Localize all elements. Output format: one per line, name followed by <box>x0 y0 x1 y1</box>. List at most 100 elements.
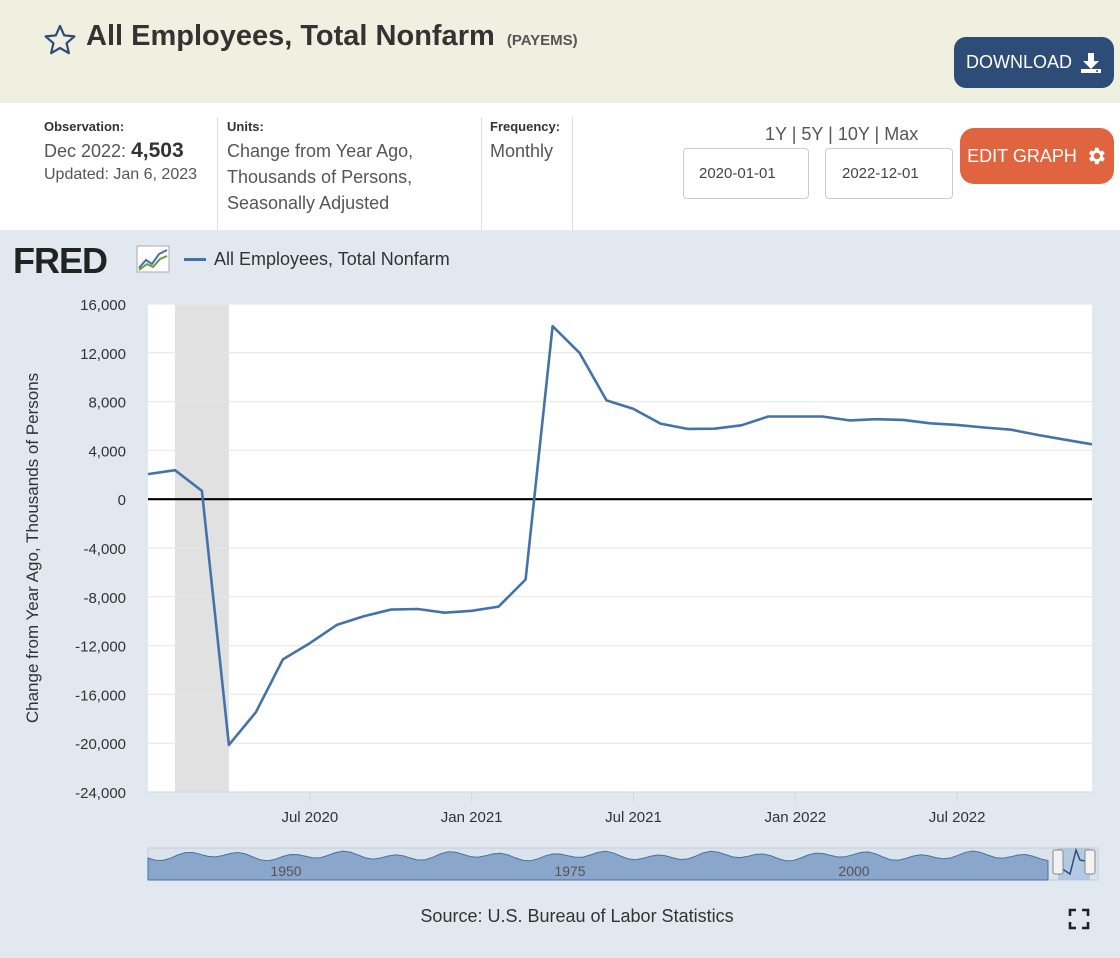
data-point[interactable] <box>307 641 312 646</box>
edit-graph-button[interactable]: EDIT GRAPH <box>960 128 1114 184</box>
data-point[interactable] <box>280 657 285 662</box>
range-5y-link[interactable]: 5Y <box>801 124 824 144</box>
x-tick-label: Jan 2021 <box>441 809 503 826</box>
data-point[interactable] <box>1009 427 1014 432</box>
data-point[interactable] <box>712 426 717 431</box>
data-point[interactable] <box>604 398 609 403</box>
svg-text:FRED: FRED <box>13 242 107 278</box>
y-tick-label: 8,000 <box>88 395 126 412</box>
chart-legend: All Employees, Total Nonfarm <box>184 249 450 270</box>
range-max-link[interactable]: Max <box>884 124 919 144</box>
data-point[interactable] <box>172 468 177 473</box>
data-point[interactable] <box>955 422 960 427</box>
data-point[interactable] <box>820 414 825 419</box>
data-point[interactable] <box>658 421 663 426</box>
data-point[interactable] <box>901 417 906 422</box>
data-point[interactable] <box>146 472 151 477</box>
x-tick-label: Jul 2022 <box>929 809 986 826</box>
observation-value: 4,503 <box>131 139 184 162</box>
units-label: Units: <box>227 119 264 134</box>
data-point[interactable] <box>199 488 204 493</box>
range-1y-link[interactable]: 1Y <box>765 124 787 144</box>
data-point[interactable] <box>793 414 798 419</box>
chart-source: Source: U.S. Bureau of Labor Statistics <box>420 906 734 926</box>
units-line: Change from Year Ago, <box>227 141 414 161</box>
data-point[interactable] <box>685 426 690 431</box>
data-point[interactable] <box>928 421 933 426</box>
navigator-handle[interactable] <box>1084 849 1096 875</box>
data-point[interactable] <box>469 608 474 613</box>
graph-panel: FRED All Employees, Total Nonfarm 16,000… <box>0 230 1120 958</box>
data-point[interactable] <box>496 604 501 609</box>
navigator-label: 1950 <box>270 863 301 879</box>
observation-date: Dec 2022: <box>44 141 127 161</box>
end-date-input[interactable]: 2022-12-01 <box>825 148 953 199</box>
data-point[interactable] <box>388 607 393 612</box>
y-tick-label: 16,000 <box>80 297 126 314</box>
data-point[interactable] <box>874 417 879 422</box>
data-point[interactable] <box>253 710 258 715</box>
download-icon <box>1081 52 1101 73</box>
y-axis-title: Change from Year Ago, Thousands of Perso… <box>23 373 42 723</box>
meta-divider <box>217 117 218 230</box>
observation-value-line: Dec 2022: 4,503 <box>44 138 197 164</box>
updated-date: Updated: Jan 6, 2023 <box>44 166 198 183</box>
line-chart[interactable]: 16,000 12,000 8,000 4,000 0 -4,000 -8,000 -12,0… <box>0 230 1120 890</box>
data-point[interactable] <box>523 577 528 582</box>
data-point[interactable] <box>415 607 420 612</box>
navigator-series <box>147 850 1049 881</box>
y-tick-label: 4,000 <box>88 443 126 460</box>
navigator-handle[interactable] <box>1052 849 1064 875</box>
fred-logo: FRED <box>13 240 173 283</box>
legend-label: All Employees, Total Nonfarm <box>214 249 450 269</box>
data-point[interactable] <box>739 423 744 428</box>
meta-divider <box>481 117 482 230</box>
x-tick-label: Jul 2020 <box>281 809 338 826</box>
edit-graph-label: EDIT GRAPH <box>967 145 1077 166</box>
legend-swatch <box>184 258 206 261</box>
units-line: Seasonally Adjusted <box>227 193 390 213</box>
observation-label: Observation: <box>44 119 125 134</box>
range-10y-link[interactable]: 10Y <box>837 124 870 144</box>
fullscreen-icon[interactable] <box>1068 908 1090 930</box>
gear-icon <box>1088 147 1105 165</box>
units-line: Thousands of Persons, <box>227 167 413 187</box>
data-point[interactable] <box>334 622 339 627</box>
frequency-label: Frequency: <box>490 119 561 134</box>
navigator-label: 1975 <box>554 863 585 879</box>
y-tick-label: -20,000 <box>75 736 126 753</box>
data-point[interactable] <box>577 350 582 355</box>
data-point[interactable] <box>550 324 555 329</box>
data-point[interactable] <box>1063 437 1068 442</box>
range-selector: 1Y | 5Y | 10Y | Max <box>765 124 919 144</box>
page-header: All Employees, Total Nonfarm (PAYEMS) DO… <box>0 0 1120 103</box>
navigator-label: 2000 <box>838 863 869 879</box>
data-point[interactable] <box>631 406 636 411</box>
start-date-input[interactable]: 2020-01-01 <box>683 148 809 199</box>
navigator-selection-line <box>1057 847 1091 876</box>
series-line[interactable] <box>147 324 1093 747</box>
data-point[interactable] <box>1036 433 1041 438</box>
series-title: All Employees, Total Nonfarm <box>86 20 495 52</box>
page-title: All Employees, Total Nonfarm (PAYEMS) <box>86 20 578 53</box>
y-tick-label: -8,000 <box>83 590 126 607</box>
y-tick-label: 12,000 <box>80 346 126 363</box>
series-id: (PAYEMS) <box>506 32 578 49</box>
y-tick-label: -24,000 <box>75 785 126 802</box>
y-tick-label: 0 <box>118 492 126 509</box>
data-point[interactable] <box>982 425 987 430</box>
x-tick-label: Jan 2022 <box>764 809 826 826</box>
y-tick-label: -16,000 <box>75 687 126 704</box>
data-point[interactable] <box>361 614 366 619</box>
data-point[interactable] <box>226 742 231 747</box>
x-tick-label: Jul 2021 <box>605 809 662 826</box>
star-icon[interactable] <box>44 24 76 56</box>
y-tick-label: -4,000 <box>83 541 126 558</box>
download-button[interactable]: DOWNLOAD <box>954 37 1114 88</box>
frequency-value: Monthly <box>490 141 554 161</box>
data-point[interactable] <box>766 414 771 419</box>
units-block: Units: Change from Year Ago, Thousands o… <box>227 119 413 216</box>
data-point[interactable] <box>847 418 852 423</box>
data-point[interactable] <box>1090 442 1095 447</box>
data-point[interactable] <box>442 610 447 615</box>
